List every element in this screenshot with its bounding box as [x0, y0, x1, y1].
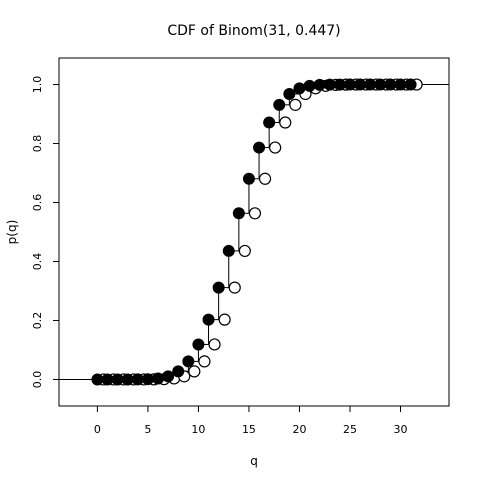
cdf-filled-point [141, 373, 154, 386]
y-tick-label: 0.2 [31, 312, 44, 330]
cdf-filled-point [162, 370, 175, 383]
cdf-filled-point [404, 78, 417, 91]
cdf-filled-point [101, 373, 114, 386]
cdf-open-point [208, 338, 221, 351]
cdf-step-lines [59, 84, 449, 380]
cdf-filled-point [323, 78, 336, 91]
cdf-filled-point [172, 365, 185, 378]
cdf-filled-point [374, 78, 387, 91]
cdf-filled-point [333, 78, 346, 91]
cdf-filled-point [192, 338, 205, 351]
cdf-filled-point [91, 373, 104, 386]
x-tick-label: 20 [292, 423, 306, 436]
cdf-filled-point [283, 87, 296, 100]
y-tick-label: 1.0 [31, 76, 44, 94]
cdf-open-point [228, 281, 241, 294]
cdf-filled-point [253, 141, 266, 154]
cdf-open-point [238, 244, 251, 258]
cdf-filled-point [131, 373, 144, 386]
chart-title: CDF of Binom(31, 0.447) [167, 23, 340, 39]
y-axis-label: p(q) [5, 220, 19, 245]
cdf-open-point [279, 116, 292, 129]
cdf-filled-point [121, 373, 134, 386]
x-tick-label: 15 [242, 423, 256, 436]
cdf-filled-point [384, 78, 397, 91]
cdf-filled-point [343, 78, 356, 91]
cdf-filled-point [263, 116, 276, 129]
y-tick-label: 0.4 [31, 253, 44, 271]
plot-frame [58, 57, 450, 407]
x-axis: 0 5 10 15 20 25 30 [94, 406, 408, 436]
cdf-filled-point [273, 98, 286, 111]
cdf-filled-point [202, 313, 215, 326]
cdf-filled-point [303, 79, 316, 92]
cdf-open-point [289, 98, 302, 111]
y-tick-label: 0.8 [31, 135, 44, 153]
y-axis: 0.0 0.2 0.4 0.6 0.8 1.0 [31, 76, 59, 388]
cdf-filled-point [111, 373, 124, 386]
cdf-filled-point [354, 78, 367, 91]
cdf-filled-point [242, 172, 255, 185]
cdf-filled-point [293, 82, 306, 95]
cdf-filled-point [394, 78, 407, 91]
cdf-open-point [258, 172, 272, 185]
cdf-filled-point [232, 207, 245, 220]
y-tick-label: 0.6 [31, 194, 44, 212]
x-tick-label: 0 [94, 423, 101, 436]
cdf-open-point [248, 207, 262, 220]
cdf-filled-point [152, 372, 165, 385]
x-tick-label: 5 [144, 423, 151, 436]
cdf-open-point [218, 313, 231, 326]
y-tick-label: 0.0 [31, 371, 44, 389]
cdf-filled-point [364, 78, 377, 91]
cdf-filled-point [313, 78, 326, 91]
x-tick-label: 30 [394, 423, 408, 436]
cdf-filled-point [182, 355, 195, 368]
cdf-filled-point [222, 244, 235, 257]
x-tick-label: 25 [343, 423, 357, 436]
x-tick-label: 10 [191, 423, 205, 436]
cdf-open-point [198, 355, 211, 368]
cdf-open-point [188, 365, 201, 378]
x-axis-label: q [250, 454, 258, 468]
cdf-points [91, 78, 423, 386]
cdf-filled-point [212, 281, 225, 294]
cdf-open-point [269, 141, 282, 154]
